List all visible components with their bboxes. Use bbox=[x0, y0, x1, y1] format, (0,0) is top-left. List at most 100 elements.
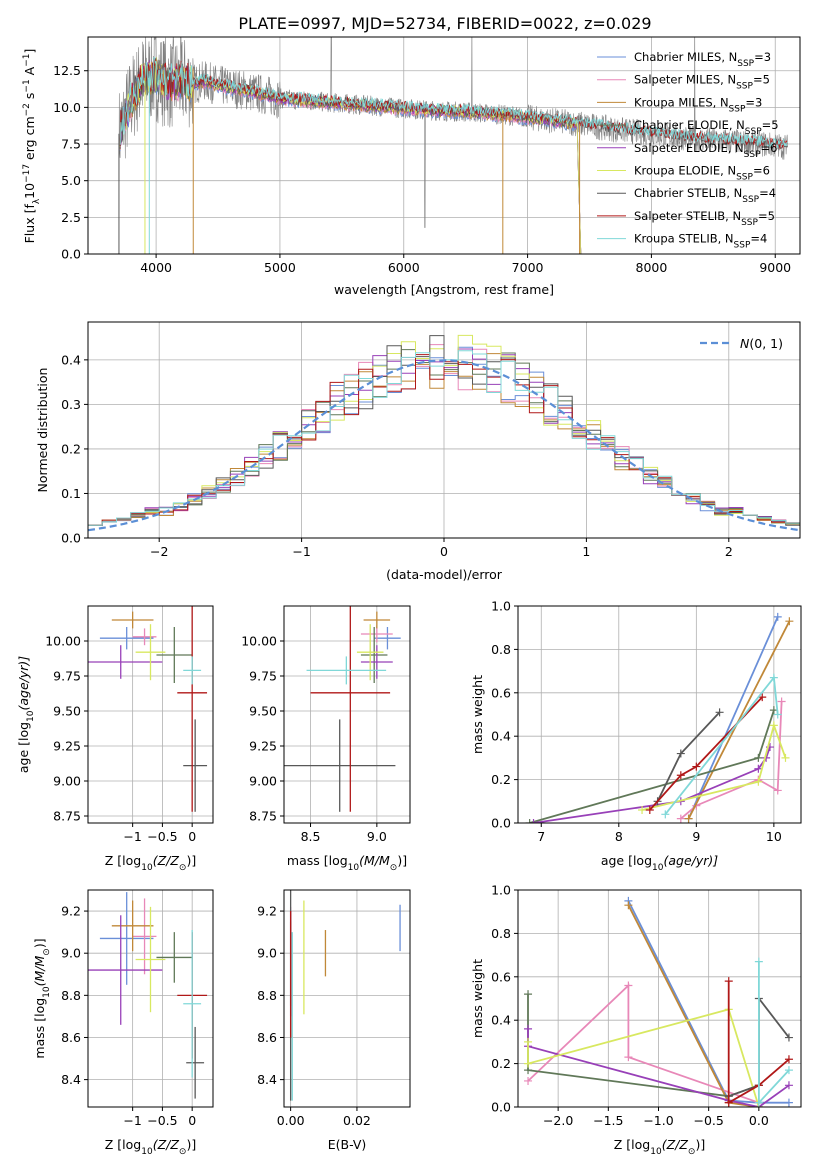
legend-entry: Kroupa STELIB, NSSP=4 bbox=[634, 232, 767, 251]
x-axis-label: mass [log10(M/M⊙)] bbox=[287, 853, 407, 873]
y-tick-label: 9.00 bbox=[249, 774, 277, 789]
plot-area bbox=[525, 612, 794, 823]
y-tick-label: 7.5 bbox=[61, 137, 81, 152]
histogram-9 bbox=[88, 350, 800, 526]
weight-marker bbox=[676, 771, 685, 780]
y-axis-label: Flux [fλ10−17 erg cm−2 s−1 A−1] bbox=[22, 49, 42, 244]
y-tick-label: 0.0 bbox=[491, 1100, 511, 1115]
y-axis-label: age [log10(age/yr)] bbox=[16, 656, 36, 773]
y-tick-label: 0.6 bbox=[491, 969, 511, 984]
weight-series-6 bbox=[641, 722, 787, 811]
y-tick-label: 0.8 bbox=[491, 926, 511, 941]
weight-marker bbox=[529, 819, 538, 823]
y-axis-label: mass [log10(M/M⊙)] bbox=[32, 938, 52, 1058]
age-vs-z-axes: −1 −0.5 0 8.75 9.00 9.25 9.50 9.75 10.00 Z [log10… bbox=[16, 605, 214, 873]
y-tick-label: 8.8 bbox=[257, 988, 277, 1003]
y-tick-label: 9.0 bbox=[257, 946, 277, 961]
x-tick-label: −1.0 bbox=[643, 1113, 673, 1128]
axes-frame bbox=[283, 889, 411, 1108]
x-tick-label: 6000 bbox=[388, 260, 420, 275]
weight-vs-z-axes: −2.0 −1.5 −1.0 −0.5 0.0 0.0 0.2 0.4 0.6 0.8 1.0 Z [… bbox=[470, 883, 802, 1157]
mass-vs-z-axes: −1 −0.5 0 8.4 8.6 8.8 9.0 9.2 Z [log10(Z/Z⊙)] mas… bbox=[32, 889, 214, 1157]
x-tick-label: 0 bbox=[188, 829, 196, 844]
plot-area bbox=[88, 334, 800, 532]
y-tick-label: 0.0 bbox=[61, 531, 81, 546]
x-tick-label: 0 bbox=[440, 544, 448, 559]
x-tick-label: 8000 bbox=[636, 260, 668, 275]
weight-marker bbox=[754, 777, 763, 786]
weight-marker bbox=[754, 764, 763, 773]
y-tick-label: 2.5 bbox=[61, 210, 81, 225]
axes-frame bbox=[87, 605, 214, 824]
x-tick-label: 5000 bbox=[264, 260, 296, 275]
x-tick-label: −1 bbox=[123, 1113, 141, 1128]
y-tick-label: 8.75 bbox=[53, 809, 81, 824]
weight-marker bbox=[525, 819, 534, 823]
y-axis-label: mass weight bbox=[470, 959, 485, 1038]
y-tick-label: 9.2 bbox=[257, 904, 277, 919]
weight-marker bbox=[773, 786, 782, 795]
plot-area bbox=[88, 892, 208, 1099]
plot-area bbox=[289, 890, 401, 1101]
weight-marker bbox=[715, 708, 724, 717]
x-axis-label: Z [log10(Z/Z⊙)] bbox=[105, 1137, 196, 1157]
weight-marker bbox=[524, 1059, 533, 1068]
x-axis-label: (data-model)/error bbox=[386, 567, 503, 582]
y-tick-label: 10.00 bbox=[241, 634, 277, 649]
y-tick-label: 8.8 bbox=[61, 988, 81, 1003]
weight-series-1 bbox=[687, 616, 779, 820]
weight-series-8 bbox=[727, 981, 790, 1105]
y-tick-label: 9.75 bbox=[53, 669, 81, 684]
x-tick-label: −0.5 bbox=[693, 1113, 723, 1128]
weight-marker bbox=[754, 1098, 763, 1107]
legend-entry: Chabrier ELODIE, NSSP=5 bbox=[634, 118, 779, 137]
weight-marker bbox=[676, 749, 685, 758]
x-tick-label: 0 bbox=[188, 1113, 196, 1128]
plot-area bbox=[524, 896, 793, 1107]
weight-marker bbox=[524, 990, 533, 999]
legend-entry: Salpeter ELODIE, NSSP=6 bbox=[634, 141, 777, 160]
weight-marker bbox=[676, 814, 685, 823]
x-axis-label: wavelength [Angstrom, rest frame] bbox=[334, 282, 554, 297]
y-tick-label: 5.0 bbox=[61, 173, 81, 188]
weight-marker bbox=[785, 617, 794, 626]
figure-title: PLATE=0997, MJD=52734, FIBERID=0022, z=0… bbox=[238, 14, 651, 33]
weight-series-2 bbox=[527, 983, 760, 1104]
x-tick-label: 1 bbox=[582, 544, 590, 559]
gaussian-curve bbox=[88, 359, 800, 532]
y-tick-label: 0.2 bbox=[491, 772, 511, 787]
weight-series-3 bbox=[687, 620, 791, 820]
x-tick-label: 0.0 bbox=[749, 1113, 769, 1128]
x-tick-label: 9.0 bbox=[367, 829, 387, 844]
legend-entry: Kroupa MILES, NSSP=3 bbox=[634, 95, 762, 114]
weight-marker bbox=[754, 957, 763, 966]
weight-marker bbox=[784, 1081, 793, 1090]
x-tick-label: 8.5 bbox=[301, 829, 321, 844]
weight-marker bbox=[758, 693, 767, 702]
y-tick-label: 0.1 bbox=[61, 486, 81, 501]
weight-marker bbox=[773, 612, 782, 621]
weight-marker bbox=[638, 805, 647, 814]
y-tick-label: 8.6 bbox=[257, 1030, 277, 1045]
weight-vs-age-axes: 7 8 9 10 0.0 0.2 0.4 0.6 0.8 1.0 age [log10(age/yr… bbox=[470, 599, 802, 873]
weight-marker bbox=[784, 1066, 793, 1075]
x-tick-label: 9000 bbox=[759, 260, 791, 275]
weight-marker bbox=[769, 721, 778, 730]
x-tick-label: −2 bbox=[150, 544, 168, 559]
plot-area bbox=[284, 606, 401, 812]
y-tick-label: 1.0 bbox=[491, 883, 511, 898]
weight-marker bbox=[724, 977, 733, 986]
y-tick-label: 8.75 bbox=[249, 809, 277, 824]
legend-entry: Salpeter MILES, NSSP=5 bbox=[634, 73, 770, 92]
y-tick-label: 9.50 bbox=[53, 704, 81, 719]
weight-marker bbox=[624, 901, 633, 910]
y-tick-label: 9.25 bbox=[249, 739, 277, 754]
y-tick-label: 9.75 bbox=[249, 669, 277, 684]
weight-marker bbox=[784, 1098, 793, 1107]
x-tick-label: −0.5 bbox=[147, 829, 177, 844]
x-axis-label: Z [log10(Z/Z⊙)] bbox=[614, 1137, 705, 1157]
y-tick-label: 9.50 bbox=[249, 704, 277, 719]
axes-frame bbox=[87, 889, 214, 1108]
x-axis-label: Z [log10(Z/Z⊙)] bbox=[105, 853, 196, 873]
